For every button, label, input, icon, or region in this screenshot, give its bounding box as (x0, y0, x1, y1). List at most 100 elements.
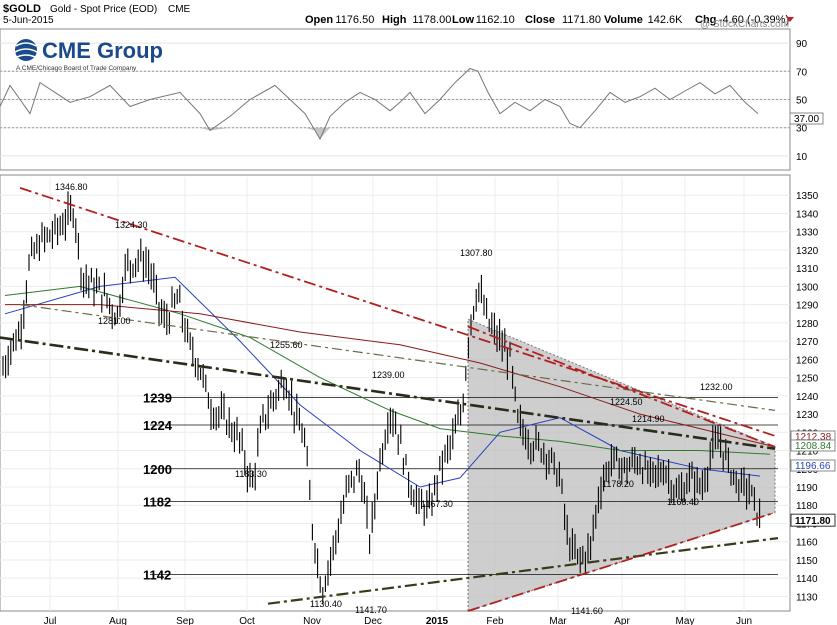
svg-text:High: High (382, 14, 407, 26)
svg-text:Volume: Volume (604, 14, 643, 26)
price-annotation: 1281.00 (98, 316, 131, 326)
level-label: 1182 (143, 495, 171, 510)
price-annotation: 1183.30 (235, 469, 267, 479)
month-label: Dec (364, 616, 382, 625)
exchange: CME (168, 4, 191, 15)
month-label: Apr (614, 616, 630, 625)
price-tick-label: 1320 (796, 246, 819, 257)
level-label: 1200 (143, 462, 172, 477)
price-tick-label: 1300 (796, 282, 819, 293)
price-annotation: 1168.40 (667, 497, 699, 507)
chart-date: 5-Jun-2015 (3, 15, 54, 26)
red-moving-average (5, 304, 776, 448)
svg-text:1212.38: 1212.38 (795, 432, 832, 443)
month-label: Sep (176, 616, 194, 625)
indicator-tick-label: 70 (796, 67, 808, 78)
month-label: Aug (109, 616, 127, 625)
right-axis-value-label: 1196.66 (790, 459, 836, 472)
month-label: 2015 (426, 616, 449, 625)
down-arrow-icon (786, 17, 794, 22)
price-tick-label: 1160 (796, 538, 818, 549)
quote-bar: Open 1176.50 High 1178.00 Low 1162.10 Close 117… (305, 14, 794, 26)
price-tick-label: 1180 (796, 501, 818, 512)
svg-text:Low: Low (452, 14, 474, 26)
price-annotation: 1178.20 (602, 479, 634, 489)
trendline (0, 336, 776, 450)
indicator-tick-label: 90 (796, 39, 808, 50)
price-y-axis: 1130114011501160117011801190120012101220… (796, 191, 819, 603)
indicator-last-value: 37.00 (789, 112, 824, 125)
right-axis-value-label: 1208.84 (790, 439, 836, 452)
price-annotation: 1167.30 (421, 499, 453, 509)
quote-open: Open 1176.50 (305, 14, 374, 26)
price-tick-label: 1230 (796, 410, 819, 421)
price-annotation: 1324.30 (115, 220, 148, 230)
indicator-tick-label: 50 (796, 96, 808, 107)
svg-text:-4.60 (-0.39%): -4.60 (-0.39%) (719, 14, 789, 26)
month-label: Jul (44, 616, 57, 625)
price-tick-label: 1140 (796, 574, 818, 585)
price-annotation: 1307.80 (460, 248, 493, 258)
symbol: $GOLD (3, 3, 41, 15)
price-tick-label: 1280 (796, 319, 819, 330)
svg-text:1162.10: 1162.10 (476, 14, 515, 26)
indicator-y-axis: 90 70 50 30 10 (796, 39, 808, 163)
price-tick-label: 1350 (796, 191, 819, 202)
svg-text:Chg: Chg (695, 14, 716, 26)
trendline (467, 511, 776, 612)
trendline (467, 325, 776, 448)
price-annotation: 1141.70 (355, 605, 387, 615)
level-label: 1224 (143, 418, 173, 433)
svg-text:142.6K: 142.6K (648, 14, 684, 26)
cme-group-logo: CME Group A CME/Chicago Board of Trade C… (14, 38, 163, 72)
price-tick-label: 1190 (796, 483, 818, 494)
svg-text:Close: Close (525, 14, 555, 26)
month-label: Nov (303, 616, 321, 625)
quote-chg: Chg -4.60 (-0.39%) (695, 14, 789, 26)
trendline (267, 537, 779, 605)
month-label: May (676, 616, 695, 625)
month-label: Feb (486, 616, 504, 625)
logo-subtext: A CME/Chicago Board of Trade Company (16, 65, 137, 72)
trendline (19, 187, 776, 437)
indicator-tick-label: 10 (796, 152, 808, 163)
price-tick-label: 1310 (796, 264, 819, 275)
trendline (19, 304, 776, 411)
price-annotation: 1141.60 (571, 606, 603, 616)
price-tick-label: 1240 (796, 392, 819, 403)
svg-text:Open: Open (305, 14, 333, 26)
price-tick-label: 1330 (796, 228, 819, 239)
indicator-tick-label: 30 (796, 124, 808, 135)
quote-high: High 1178.00 (382, 14, 451, 26)
svg-text:1176.50: 1176.50 (335, 14, 374, 26)
month-label: Jun (736, 616, 752, 625)
green-moving-average (4, 285, 771, 455)
quote-low: Low 1162.10 (452, 14, 515, 26)
price-tick-label: 1290 (796, 301, 819, 312)
month-label: Mar (549, 616, 567, 625)
price-annotation: 1255.60 (270, 340, 303, 350)
svg-text:1171.80: 1171.80 (795, 516, 831, 527)
price-tick-label: 1210 (796, 447, 819, 458)
watermark: @ StockCharts.com (700, 19, 789, 30)
instrument-name: Gold - Spot Price (EOD) (50, 4, 157, 15)
price-annotation: 1346.80 (55, 182, 88, 192)
price-x-axis: Jul Aug Sep Oct Nov Dec 2015 Feb Mar Apr May Jun (44, 616, 752, 625)
svg-text:1178.00: 1178.00 (412, 14, 451, 26)
price-tick-label: 1260 (796, 355, 819, 366)
quote-volume: Volume 142.6K (604, 14, 683, 26)
svg-text:1171.80: 1171.80 (562, 14, 601, 26)
price-tick-label: 1270 (796, 337, 819, 348)
price-tick-label: 1340 (796, 209, 819, 220)
price-annotation: 1214.90 (632, 414, 665, 424)
level-label: 1239 (143, 391, 172, 406)
svg-text:1196.66: 1196.66 (795, 461, 831, 472)
price-annotation: 1239.00 (372, 370, 405, 380)
svg-text:37.00: 37.00 (794, 114, 819, 125)
level-label: 1142 (143, 568, 171, 583)
price-tick-label: 1250 (796, 374, 819, 385)
price-annotation: 1130.40 (310, 599, 342, 609)
